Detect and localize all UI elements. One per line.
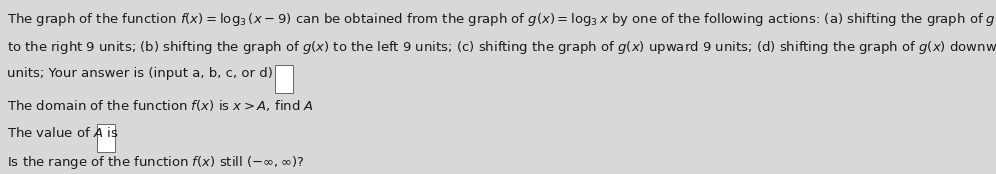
Text: The graph of the function $f(x) = \log_3(x - 9)$ can be obtained from the graph : The graph of the function $f(x) = \log_3… bbox=[7, 11, 996, 28]
Text: The domain of the function $f(x)$ is $x > A$, find $A$: The domain of the function $f(x)$ is $x … bbox=[7, 98, 314, 113]
Text: Is the range of the function $f(x)$ still $(-\infty, \infty)$?: Is the range of the function $f(x)$ stil… bbox=[7, 154, 305, 171]
Text: units; Your answer is (input a, b, c, or d): units; Your answer is (input a, b, c, or… bbox=[7, 67, 273, 80]
Text: The value of $A$ is: The value of $A$ is bbox=[7, 126, 119, 140]
Text: to the right 9 units; (b) shifting the graph of $g(x)$ to the left 9 units; (c) : to the right 9 units; (b) shifting the g… bbox=[7, 39, 996, 56]
